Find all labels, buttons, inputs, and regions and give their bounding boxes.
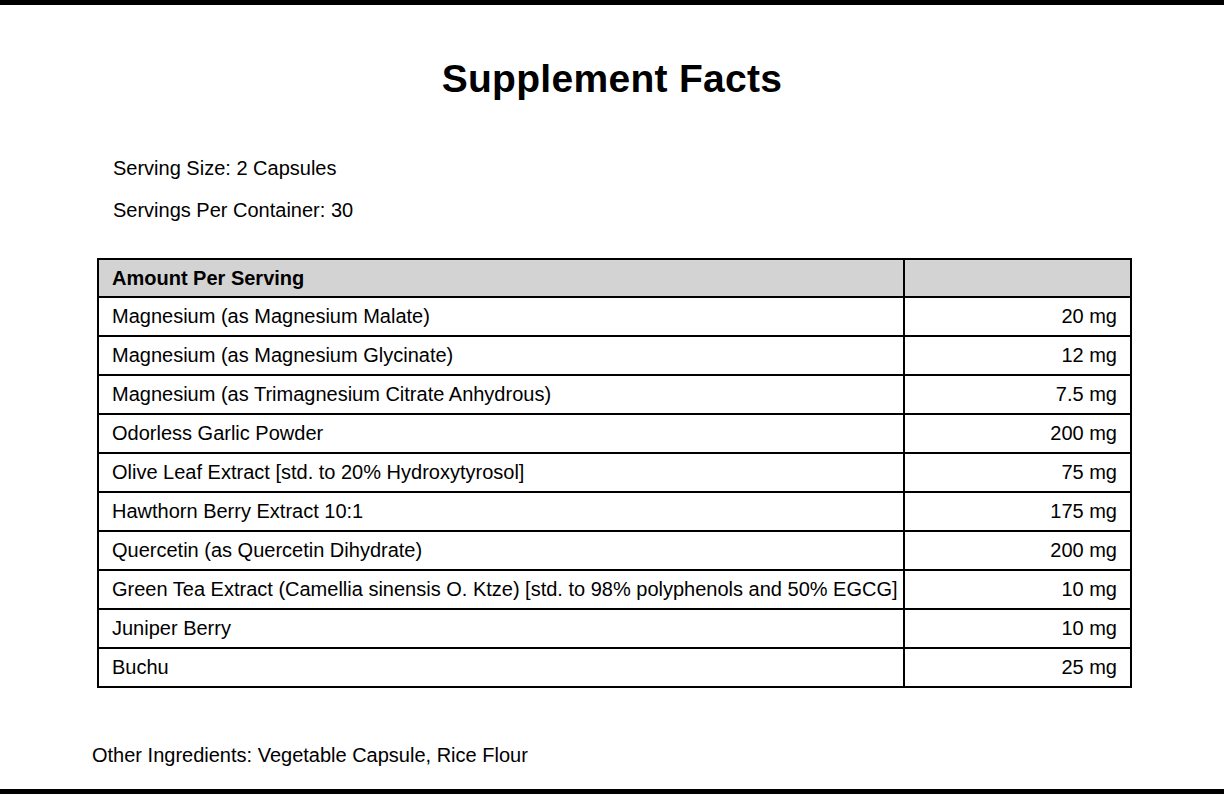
table-row: Hawthorn Berry Extract 10:1 175 mg	[98, 492, 1131, 531]
table-row: Juniper Berry 10 mg	[98, 609, 1131, 648]
bottom-edge-bar	[0, 789, 1224, 794]
top-edge-bar	[0, 0, 1224, 5]
page-title: Supplement Facts	[0, 57, 1224, 101]
ingredient-amount: 200 mg	[904, 531, 1131, 570]
supplement-facts-table: Amount Per Serving Magnesium (as Magnesi…	[97, 258, 1132, 688]
table-row: Magnesium (as Trimagnesium Citrate Anhyd…	[98, 375, 1131, 414]
table-row: Buchu 25 mg	[98, 648, 1131, 687]
ingredient-name: Green Tea Extract (Camellia sinensis O. …	[98, 570, 904, 609]
ingredient-name: Quercetin (as Quercetin Dihydrate)	[98, 531, 904, 570]
ingredient-amount: 200 mg	[904, 414, 1131, 453]
ingredient-amount: 75 mg	[904, 453, 1131, 492]
ingredient-name: Magnesium (as Magnesium Malate)	[98, 297, 904, 336]
ingredient-name: Olive Leaf Extract [std. to 20% Hydroxyt…	[98, 453, 904, 492]
ingredient-amount: 25 mg	[904, 648, 1131, 687]
ingredient-amount: 10 mg	[904, 609, 1131, 648]
supplement-facts-label: Supplement Facts Serving Size: 2 Capsule…	[0, 0, 1224, 796]
table-row: Green Tea Extract (Camellia sinensis O. …	[98, 570, 1131, 609]
table-row: Olive Leaf Extract [std. to 20% Hydroxyt…	[98, 453, 1131, 492]
table-row: Magnesium (as Magnesium Malate) 20 mg	[98, 297, 1131, 336]
amount-per-serving-header: Amount Per Serving	[98, 259, 904, 297]
ingredient-amount: 12 mg	[904, 336, 1131, 375]
ingredient-name: Juniper Berry	[98, 609, 904, 648]
ingredient-name: Hawthorn Berry Extract 10:1	[98, 492, 904, 531]
table-row: Magnesium (as Magnesium Glycinate) 12 mg	[98, 336, 1131, 375]
table-row: Odorless Garlic Powder 200 mg	[98, 414, 1131, 453]
ingredient-amount: 7.5 mg	[904, 375, 1131, 414]
ingredient-name: Magnesium (as Trimagnesium Citrate Anhyd…	[98, 375, 904, 414]
ingredient-amount: 175 mg	[904, 492, 1131, 531]
ingredient-name: Buchu	[98, 648, 904, 687]
ingredient-amount: 10 mg	[904, 570, 1131, 609]
ingredient-name: Odorless Garlic Powder	[98, 414, 904, 453]
amount-column-header	[904, 259, 1131, 297]
ingredient-name: Magnesium (as Magnesium Glycinate)	[98, 336, 904, 375]
other-ingredients-text: Other Ingredients: Vegetable Capsule, Ri…	[92, 744, 528, 767]
serving-size-text: Serving Size: 2 Capsules	[113, 157, 336, 180]
ingredient-amount: 20 mg	[904, 297, 1131, 336]
table-header-row: Amount Per Serving	[98, 259, 1131, 297]
servings-per-container-text: Servings Per Container: 30	[113, 199, 353, 222]
table-row: Quercetin (as Quercetin Dihydrate) 200 m…	[98, 531, 1131, 570]
